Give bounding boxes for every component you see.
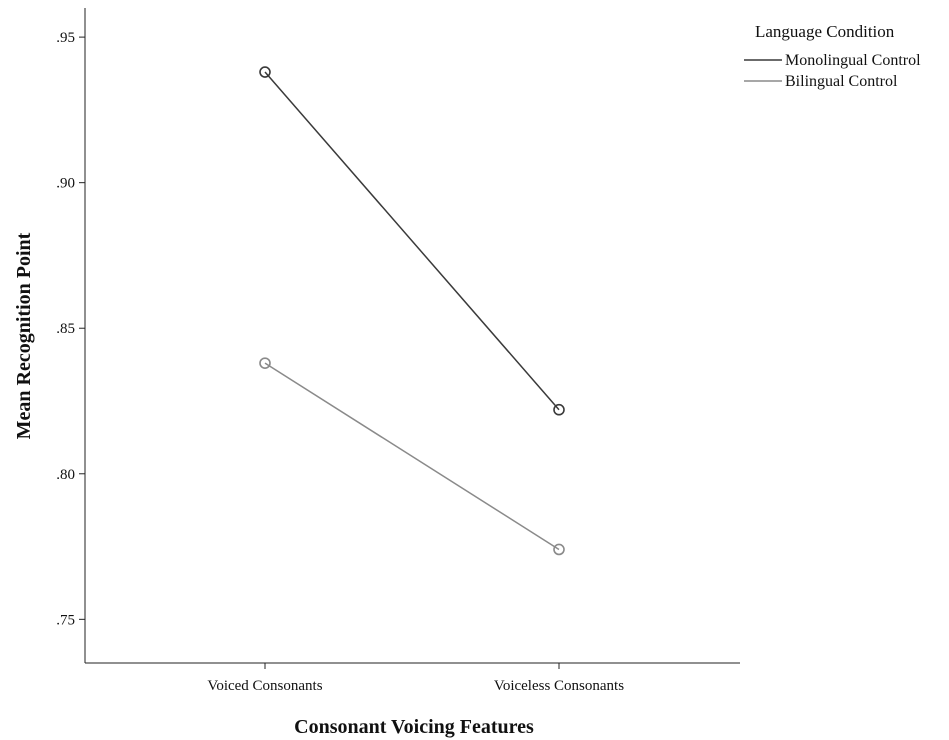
y-tick-label: .80 [56,467,75,483]
x-axis-title: Consonant Voicing Features [294,716,534,738]
y-tick-label: .95 [56,30,75,46]
data-point-marker [259,357,271,369]
y-tick-label: .90 [56,176,75,192]
series-line [264,71,560,411]
legend-label: Monolingual Control [785,52,921,69]
legend: Language Condition Monolingual Control Bi… [744,22,921,90]
x-tick-label: Voiced Consonants [207,678,322,694]
x-axis-ticks: Voiced Consonants Voiceless Consonants [207,663,624,694]
legend-title: Language Condition [755,22,895,41]
data-point-marker [553,403,565,416]
axes [84,8,740,664]
legend-label: Bilingual Control [785,73,898,90]
y-tick-label: .85 [56,321,75,337]
y-axis-title: Mean Recognition Point [13,232,35,439]
y-axis-ticks: .75 .80 .85 .90 .95 [56,30,85,628]
legend-items: Monolingual Control Bilingual Control [744,52,921,90]
y-tick-label: .75 [56,612,75,628]
data-point-marker [259,66,271,78]
series-line [264,362,560,551]
data-point-marker [553,543,565,556]
x-tick-label: Voiceless Consonants [494,678,624,694]
series-group [259,66,565,556]
series-2 [259,357,565,556]
series-1 [259,66,565,416]
